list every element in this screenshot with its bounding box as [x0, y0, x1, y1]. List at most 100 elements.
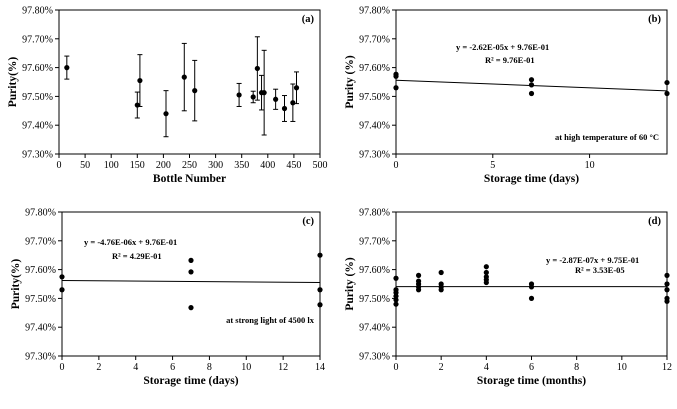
data-point — [393, 276, 398, 281]
x-tick-label: 8 — [207, 362, 212, 373]
data-point — [529, 77, 534, 82]
panel-label: (d) — [648, 216, 661, 227]
y-tick-label: 97.30% — [359, 150, 390, 161]
y-tick-label: 97.30% — [22, 150, 53, 161]
data-point — [255, 66, 260, 71]
r-squared-label: R² = 3.53E-05 — [575, 265, 625, 275]
x-tick-label: 50 — [80, 160, 90, 171]
y-tick-label: 97.50% — [22, 92, 53, 103]
y-tick-label: 97.40% — [359, 121, 390, 132]
y-tick-label: 97.30% — [25, 352, 56, 363]
y-tick-label: 97.80% — [359, 208, 390, 219]
y-axis-title: Purity (%) — [344, 55, 356, 109]
x-axis-title: Storage time (days) — [484, 173, 579, 185]
data-point — [282, 106, 287, 111]
data-point — [251, 94, 256, 99]
data-point — [163, 111, 168, 116]
data-point — [664, 281, 669, 286]
x-tick-label: 0 — [394, 160, 399, 171]
data-point — [182, 75, 187, 80]
y-tick-label: 97.50% — [359, 92, 390, 103]
y-axis-title: Purity(%) — [7, 57, 19, 108]
y-tick-label: 97.40% — [25, 323, 56, 334]
data-point — [664, 287, 669, 292]
data-point — [484, 270, 489, 275]
x-tick-label: 350 — [234, 160, 249, 171]
data-point — [664, 296, 669, 301]
data-point — [317, 287, 322, 292]
data-point — [262, 90, 267, 95]
data-point — [393, 85, 398, 90]
y-tick-label: 97.70% — [22, 34, 53, 45]
x-axis-title: Bottle Number — [153, 173, 226, 185]
y-axis-title: Purity(%) — [10, 259, 22, 310]
x-tick-label: 300 — [208, 160, 223, 171]
x-tick-label: 0 — [60, 362, 65, 373]
data-point — [188, 305, 193, 310]
r-squared-label: R² = 9.76E-01 — [485, 55, 535, 65]
x-tick-label: 5 — [490, 160, 495, 171]
panel-label: (a) — [302, 14, 315, 25]
data-point — [529, 296, 534, 301]
x-tick-label: 2 — [96, 362, 101, 373]
x-tick-label: 250 — [182, 160, 197, 171]
y-tick-label: 97.80% — [25, 208, 56, 219]
x-tick-label: 450 — [286, 160, 301, 171]
data-point — [64, 65, 69, 70]
x-tick-label: 12 — [662, 362, 672, 373]
y-tick-label: 97.70% — [25, 236, 56, 247]
x-tick-label: 10 — [241, 362, 251, 373]
x-tick-label: 400 — [260, 160, 275, 171]
data-point — [416, 279, 421, 284]
data-point — [192, 88, 197, 93]
y-tick-label: 97.60% — [359, 265, 390, 276]
regression-equation: y = -2.62E-05x + 9.76E-01 — [456, 42, 549, 52]
y-tick-label: 97.70% — [359, 236, 390, 247]
x-tick-label: 6 — [529, 362, 534, 373]
y-tick-label: 97.30% — [359, 352, 390, 363]
data-point — [59, 274, 64, 279]
data-point — [416, 273, 421, 278]
data-point — [439, 281, 444, 286]
panel-label: (c) — [302, 216, 314, 227]
regression-line — [62, 281, 320, 283]
data-point — [290, 100, 295, 105]
y-tick-label: 97.40% — [22, 121, 53, 132]
x-tick-label: 4 — [133, 362, 138, 373]
data-point — [59, 287, 64, 292]
data-point — [529, 281, 534, 286]
x-axis-title: Storage time (days) — [143, 375, 238, 387]
data-point — [273, 97, 278, 102]
x-tick-label: 4 — [484, 362, 489, 373]
regression-equation: y = -4.76E-06x + 9.76E-01 — [84, 237, 177, 247]
x-tick-label: 100 — [104, 160, 119, 171]
panel-label: (b) — [648, 14, 661, 25]
y-tick-label: 97.60% — [25, 265, 56, 276]
data-point — [317, 302, 322, 307]
x-axis-title: Storage time (months) — [477, 375, 586, 387]
x-tick-label: 150 — [130, 160, 145, 171]
y-tick-label: 97.50% — [25, 294, 56, 305]
x-tick-label: 10 — [617, 362, 627, 373]
data-point — [439, 270, 444, 275]
x-tick-label: 0 — [394, 362, 399, 373]
data-point — [236, 92, 241, 97]
data-point — [484, 264, 489, 269]
plot-frame — [62, 212, 320, 356]
data-point — [188, 269, 193, 274]
data-point — [529, 91, 534, 96]
y-tick-label: 97.60% — [22, 63, 53, 74]
y-tick-label: 97.50% — [359, 294, 390, 305]
data-point — [317, 253, 322, 258]
y-tick-label: 97.80% — [359, 6, 390, 17]
r-squared-label: R² = 4.29E-01 — [112, 251, 162, 261]
y-tick-label: 97.70% — [359, 34, 390, 45]
y-axis-title: Purity (%) — [344, 257, 356, 311]
x-tick-label: 500 — [313, 160, 328, 171]
x-tick-label: 14 — [315, 362, 325, 373]
x-tick-label: 10 — [585, 160, 595, 171]
